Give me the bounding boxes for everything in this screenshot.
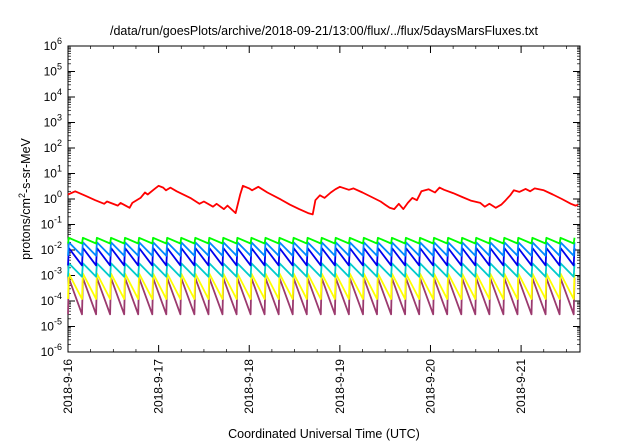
x-tick-label: 2018-9-16 [61,359,75,414]
y-tick-label: 100 [44,189,62,206]
chart-title: /data/run/goesPlots/archive/2018-09-21/1… [110,24,539,38]
series-line [67,184,579,216]
x-tick-label: 2018-9-18 [242,359,256,414]
y-axis-label: protons/cm2-s-sr-MeV [17,137,33,259]
x-tick-label: 2018-9-19 [333,359,347,414]
y-tick-label: 10-5 [41,317,62,334]
y-axis: 10-6 10-5 10-4 10-3 10-2 10-1 100 101 102 103 104 1… [41,36,580,359]
y-tick-label: 102 [44,138,62,155]
y-tick-label: 10-1 [41,215,62,232]
series-line [67,236,576,245]
y-tick-label: 10-6 [41,342,62,359]
x-axis: 2018-9-16 2018-9-17 2018-9-18 2018-9-19 2018… [61,46,567,414]
series-line [67,272,576,300]
series-line [67,241,576,257]
y-tick-label: 106 [44,36,62,53]
x-tick-label: 2018-9-17 [152,359,166,414]
y-tick-label: 10-3 [41,266,62,283]
y-tick-label: 104 [44,87,62,104]
x-axis-label: Coordinated Universal Time (UTC) [228,427,420,441]
y-tick-label: 101 [44,164,62,181]
y-tick-label: 10-4 [41,291,62,308]
x-tick-label: 2018-9-21 [514,359,528,414]
series-layer [67,184,579,316]
y-tick-label: 103 [44,113,62,130]
x-tick-label: 2018-9-20 [423,359,437,414]
y-tick-label: 10-2 [41,240,62,257]
y-tick-label: 105 [44,62,62,79]
